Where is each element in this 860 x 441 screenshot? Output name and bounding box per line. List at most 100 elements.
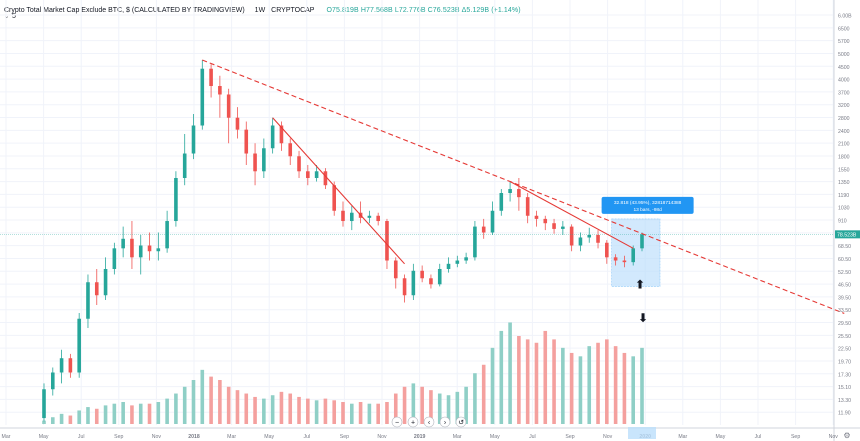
volume-bar [490,347,495,424]
candle-body [455,260,460,264]
candle-body [165,221,169,249]
y-tick-label: 68.50 [838,244,851,250]
zoom-out-icon[interactable]: − [395,420,399,427]
candle-body [561,226,565,229]
zoom-in-icon[interactable]: + [411,420,415,427]
control-circle[interactable] [391,416,403,428]
candle-body [341,210,345,222]
x-tick-label: Mar [2,434,11,440]
candle-body [508,189,512,194]
x-tick-label: Nov [152,434,162,440]
candle-body [297,156,301,172]
candle-body [209,68,213,87]
volume-bar [499,330,504,424]
y-tick-label: 1800 [838,154,850,160]
candle-body [402,278,407,296]
volume-bar [376,403,380,424]
x-tick-label: Nov [377,434,387,440]
candle-body [517,189,521,198]
control-circle[interactable] [455,416,467,428]
y-tick-label: 1030 [838,206,850,212]
volume-bar [279,391,284,424]
chart-controls: − + ‹ › ↺ ⚙ [391,416,851,440]
x-tick-label: May [264,434,274,440]
volume-bar [525,339,530,424]
chevron-down-icon[interactable]: ⌄ [4,14,10,20]
y-tick-label: 13.30 [838,398,851,404]
volume-bar [367,403,372,424]
candle-body [288,143,293,157]
volume-bar [613,346,618,424]
volume-bar [385,402,389,424]
volume-bar [130,405,134,424]
gear-icon[interactable]: ⚙ [843,431,850,440]
volume-bar [402,386,407,424]
volume-bar [209,376,213,424]
volume-bar [226,386,231,424]
volume-bar [121,402,125,424]
control-circle[interactable] [407,416,419,428]
x-tick-label: Mar [227,434,236,440]
scroll-left-button[interactable]: ‹ [423,416,435,428]
long-term-downtrend-line [202,59,845,314]
scroll-right-icon[interactable]: › [444,420,447,427]
volume-bar [50,417,55,424]
control-circle[interactable] [423,416,435,428]
candle-body [270,125,275,149]
candle-body [367,215,372,218]
volume-bar [473,373,477,424]
y-tick-label: 17.30 [838,372,851,378]
candle-body [68,358,73,373]
candle-body [156,248,161,252]
y-tick-label: 2800 [838,116,850,122]
volume-bar [191,380,196,424]
volume-bar [622,352,627,424]
candle-body [77,318,81,373]
x-tick-label: Jul [78,434,85,440]
volume-layer [42,218,660,424]
zoom-in-button[interactable]: + [407,416,419,428]
candle-body [437,268,442,285]
candle-body [314,171,319,178]
current-price-tag [835,230,860,239]
y-tick-label: 15.10 [838,385,851,391]
candle-body [613,257,618,261]
y-tick-label: 4000 [838,78,850,84]
candle-body [622,260,627,263]
2019-downtrend-line [509,181,634,249]
x-tick-label: Jul [529,434,536,440]
x-tick-label: Jul [303,434,310,440]
candle-body [552,223,556,229]
reset-icon[interactable]: ↺ [458,420,464,427]
reset-button[interactable]: ↺ [455,416,467,428]
zoom-out-button[interactable]: − [391,416,403,428]
candle-body [332,185,337,211]
scroll-left-icon[interactable]: ‹ [428,420,431,427]
volume-bar [534,342,539,424]
volume-bar [112,403,117,424]
y-tick-label: 3700 [838,90,850,96]
volume-bar [42,420,46,424]
volume-bar [587,346,592,424]
grid-layer [0,0,834,425]
volume-bar [182,386,187,424]
volume-bar [68,415,73,424]
indicators-row[interactable]: ⌄ 5 [4,13,16,20]
candle-body [429,278,433,285]
volume-bar [244,393,249,424]
x-tick-label: Sep [114,434,123,440]
y-tick-label: 910 [838,219,847,225]
y-tick-label: 33.50 [838,308,851,314]
candle-body [578,237,583,246]
chart-title: Crypto Total Market Cap Exclude BTC, $ (… [4,6,245,14]
candle-body [499,193,504,211]
interval-label[interactable]: 1W [254,6,266,14]
volume-bar [578,356,583,424]
candle-body [306,171,310,178]
y-tick-label: 46.50 [838,283,851,289]
volume-bar [341,402,345,424]
x-tick-label: Sep [791,434,800,440]
scroll-right-button[interactable]: › [439,416,451,428]
control-circle[interactable] [439,416,451,428]
